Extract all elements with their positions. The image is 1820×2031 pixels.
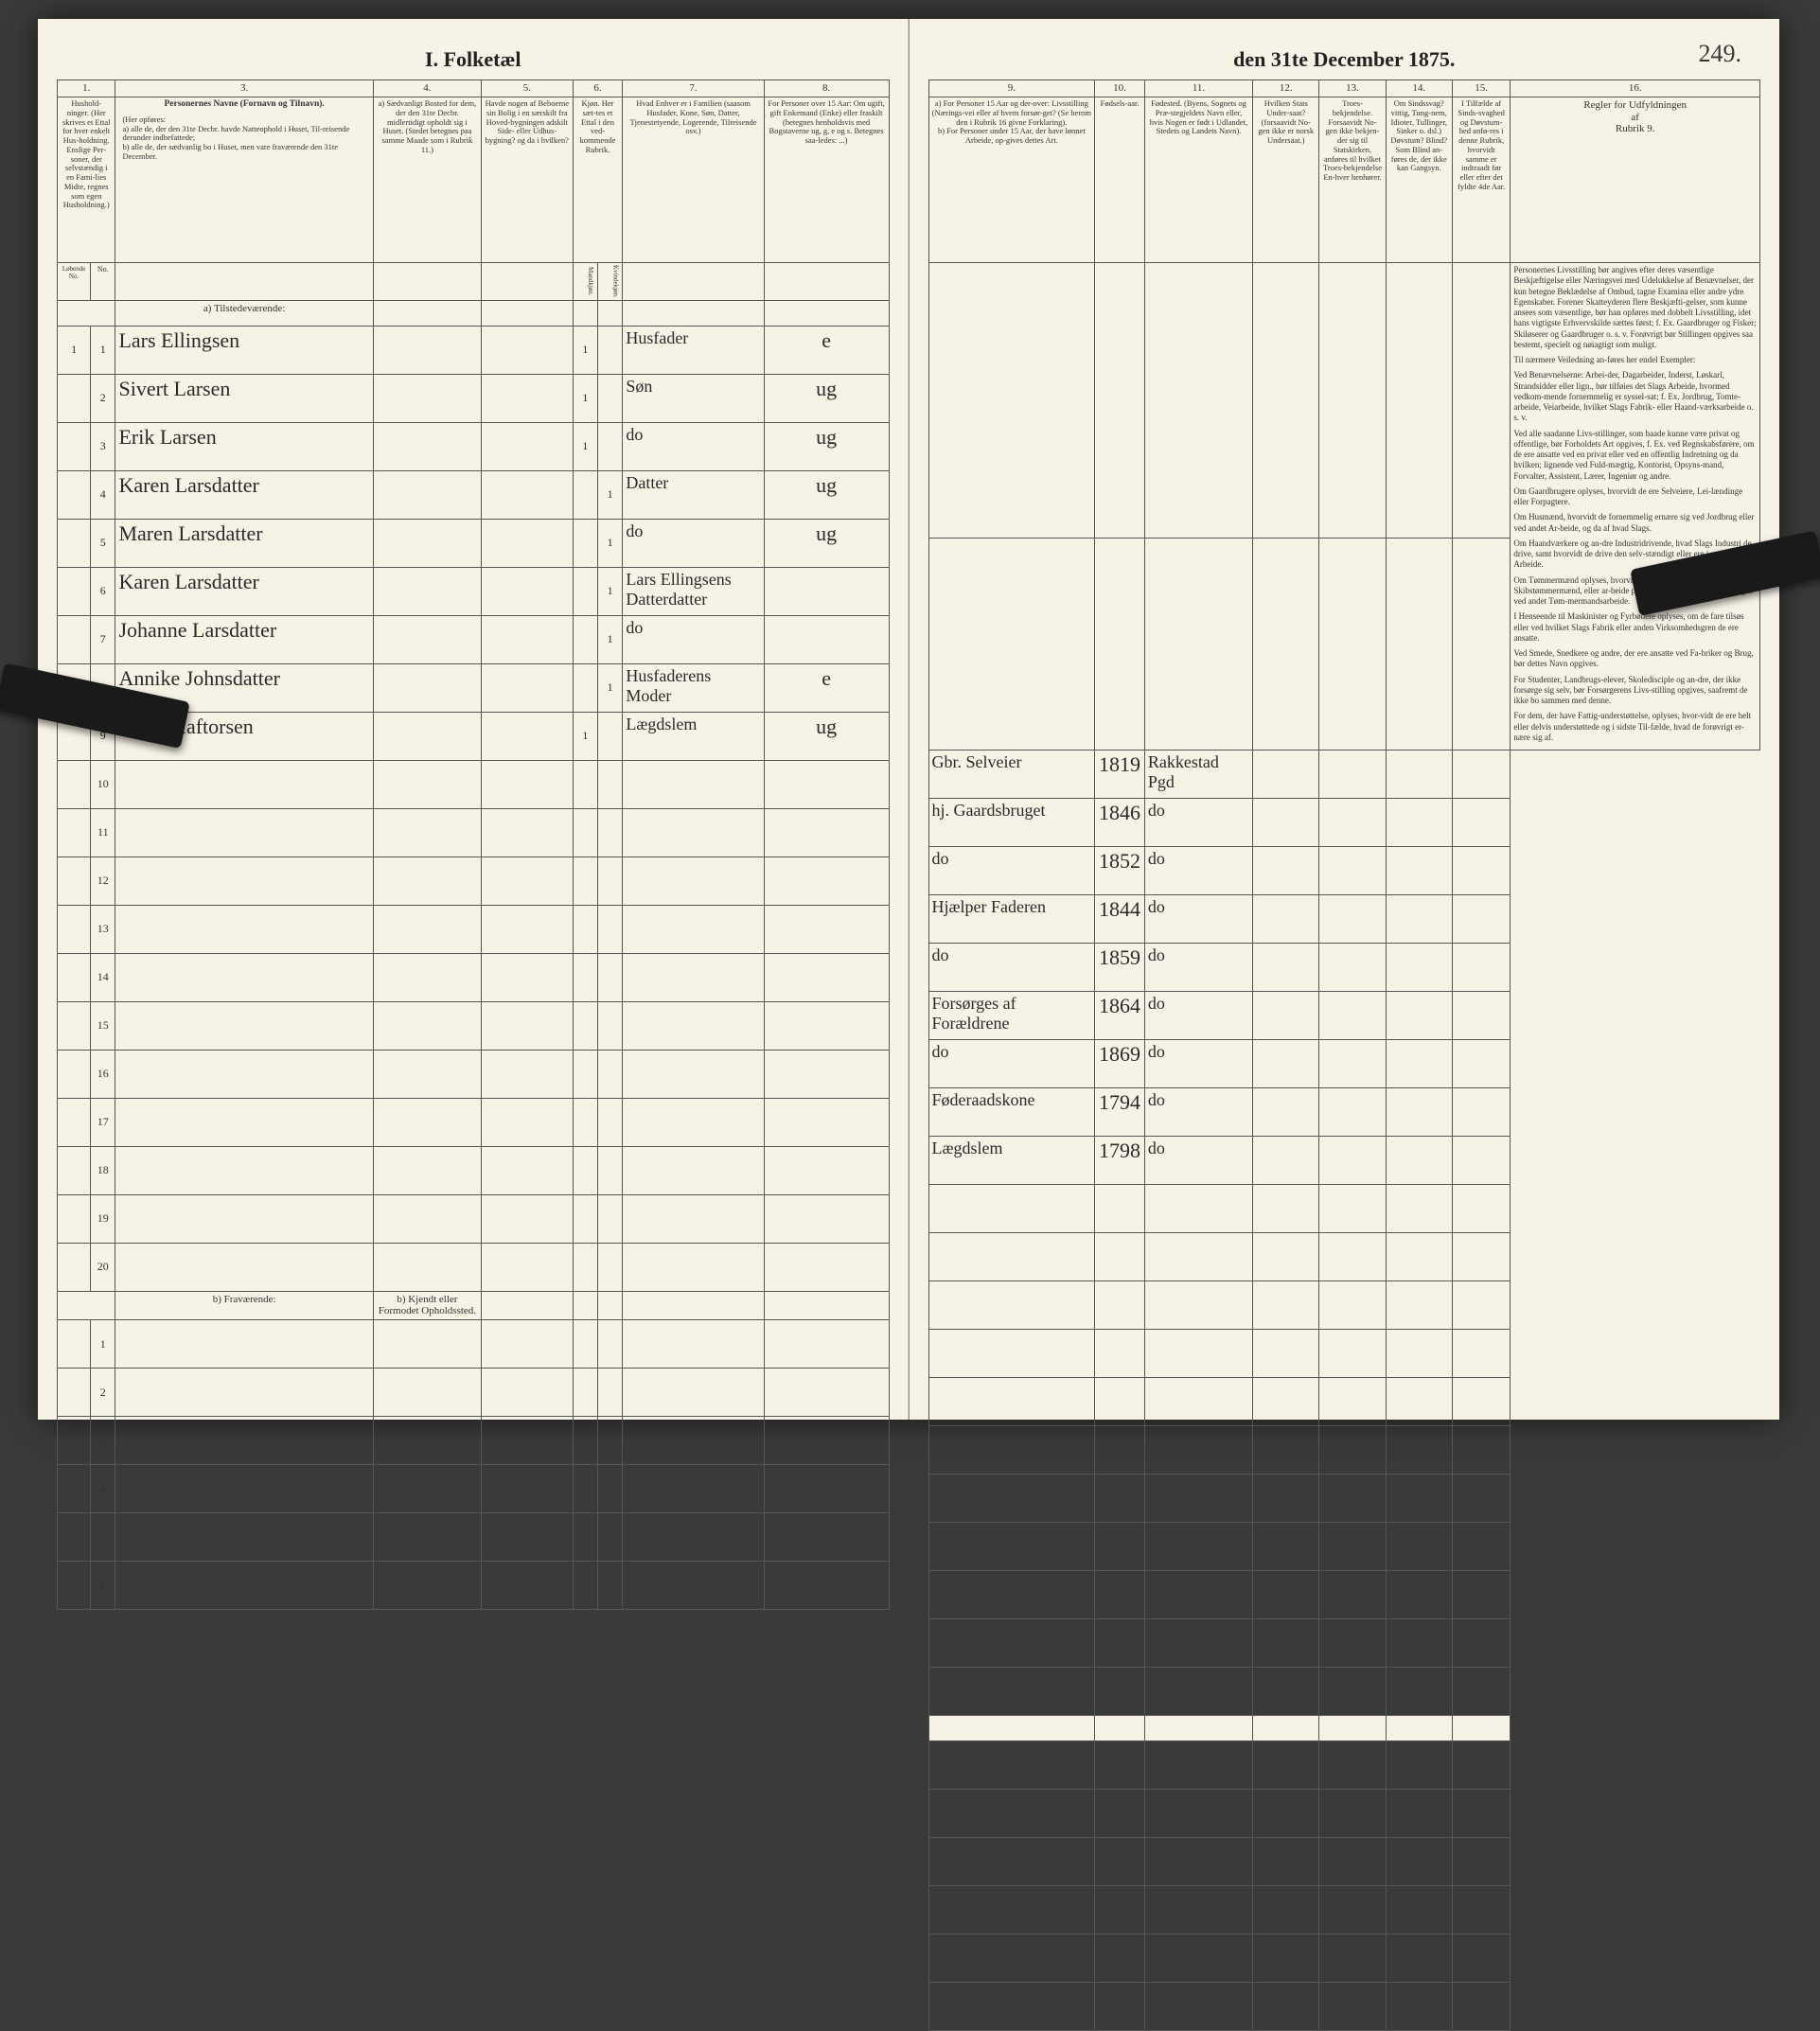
- table-row: 2Sivert Larsen1Sønug: [58, 374, 890, 422]
- table-row: 12: [58, 857, 890, 905]
- table-row: Føderaadskone1794do: [928, 1088, 1760, 1137]
- col-7: 7.: [623, 80, 764, 97]
- table-row: Forsørges af Forældrene1864do: [928, 992, 1760, 1040]
- table-row: do1869do: [928, 1040, 1760, 1088]
- table-row: Hjælper Faderen1844do: [928, 895, 1760, 944]
- table-row: 4: [58, 1465, 890, 1513]
- section-b: b) Fraværende:: [115, 1291, 373, 1319]
- table-row: 15: [58, 1001, 890, 1050]
- table-row: 20: [58, 1243, 890, 1291]
- table-row: [928, 1571, 1760, 1619]
- col-9: 9.: [928, 80, 1095, 97]
- table-row: [928, 1475, 1760, 1523]
- hdr-4: a) Sædvanligt Bosted for dem, der den 31…: [373, 97, 481, 263]
- ledger-table-right: 9. 10. 11. 12. 13. 14. 15. 16. a) For Pe…: [928, 79, 1761, 2031]
- table-row: 13: [58, 905, 890, 953]
- table-row: 7Johanne Larsdatter1do: [58, 615, 890, 663]
- table-row: do1852do: [928, 847, 1760, 895]
- col-11: 11.: [1144, 80, 1252, 97]
- hdr-6a: Mandkjøn.: [573, 263, 597, 301]
- table-row: [928, 1185, 1760, 1233]
- col-8: 8.: [764, 80, 889, 97]
- table-row: 4Karen Larsdatter1Datterug: [58, 470, 890, 519]
- table-row: [928, 1886, 1760, 1934]
- table-row: [928, 1281, 1760, 1330]
- section-b-right: b) Kjendt eller Formodet Opholdssted.: [373, 1291, 481, 1319]
- hdr-13: Troes-bekjendelse. Forsaavidt No-gen ikk…: [1319, 97, 1386, 263]
- col-5: 5.: [482, 80, 574, 97]
- table-row: [928, 1741, 1760, 1790]
- col-13: 13.: [1319, 80, 1386, 97]
- title-right: den 31te December 1875.: [928, 47, 1761, 72]
- table-row: 11: [58, 808, 890, 857]
- table-row: [928, 1838, 1760, 1886]
- table-row: 10: [58, 760, 890, 808]
- table-row: 17: [58, 1098, 890, 1146]
- hdr-10: Fødsels-aar.: [1095, 97, 1145, 263]
- col-14: 14.: [1386, 80, 1452, 97]
- hdr-3: Personernes Navne (Fornavn og Tilnavn). …: [115, 97, 373, 263]
- table-row: 16: [58, 1050, 890, 1098]
- hdr-9: a) For Personer 15 Aar og der-over: Livs…: [928, 97, 1095, 263]
- table-row: 11Lars Ellingsen1Husfadere: [58, 326, 890, 374]
- table-row: [928, 1426, 1760, 1475]
- table-row: 14: [58, 953, 890, 1001]
- table-row: [928, 1233, 1760, 1281]
- table-row: 19: [58, 1194, 890, 1243]
- col-16: 16.: [1511, 80, 1760, 97]
- hdr-2: No.: [91, 263, 115, 301]
- table-row: Lægdslem1798do: [928, 1137, 1760, 1185]
- table-row: [928, 1330, 1760, 1378]
- hdr-14: Om Sindssvag? vittig, Tung-nem, Idioter,…: [1386, 97, 1452, 263]
- hdr-11: Fødested. (Byens, Sognets og Præ-stegjel…: [1144, 97, 1252, 263]
- col-12: 12.: [1253, 80, 1319, 97]
- hdr-16: Regler for Udfyldningen af Rubrik 9.: [1511, 97, 1760, 263]
- table-row: [928, 1619, 1760, 1668]
- hdr-1b: Løbende No.: [58, 263, 91, 301]
- table-row: Gbr. Selveier1819Rakkestad Pgd: [928, 751, 1760, 799]
- table-row: do1859do: [928, 944, 1760, 992]
- section-a: a) Tilstedeværende:: [115, 300, 373, 326]
- title-left: I. Folketæl: [57, 47, 890, 72]
- hdr-1: Hushold- ninger. (Her skrives et Ettal f…: [58, 97, 115, 263]
- col-10: 10.: [1095, 80, 1145, 97]
- table-row: [928, 1790, 1760, 1838]
- col-1: 1.: [58, 80, 115, 97]
- table-row: 6Karen Larsdatter1Lars Ellingsens Datter…: [58, 567, 890, 615]
- table-row: 3: [58, 1417, 890, 1465]
- hdr-6b: Kvindekjøn.: [597, 263, 622, 301]
- table-row: [928, 1934, 1760, 1983]
- table-row: hj. Gaardsbruget1846do: [928, 799, 1760, 847]
- table-row: 2: [58, 1369, 890, 1417]
- col-6: 6.: [573, 80, 623, 97]
- col-3: 3.: [115, 80, 373, 97]
- col-4: 4.: [373, 80, 481, 97]
- hdr-6: Kjøn. Her sæt-tes et Ettal i den ved-kom…: [573, 97, 623, 263]
- table-row: 6: [58, 1562, 890, 1610]
- table-row: [928, 1378, 1760, 1426]
- table-row: [928, 1523, 1760, 1571]
- right-page: den 31te December 1875. 249. 9. 10. 11. …: [910, 19, 1780, 1420]
- table-row: 5: [58, 1513, 890, 1562]
- ledger-book: I. Folketæl 1. 2. 3. 4. 5. 6. 7. 8.: [38, 19, 1779, 1420]
- hdr-3-sub: (Her opføres: a) alle de, der den 31te D…: [118, 115, 369, 162]
- table-row: 18: [58, 1146, 890, 1194]
- table-row: 1: [58, 1320, 890, 1369]
- hdr-12: Hvilken Stats Under-saat? (forsaavidt No…: [1253, 97, 1319, 263]
- table-row: 5Maren Larsdatter1doug: [58, 519, 890, 567]
- rules-text: Personernes Livsstilling bør angives eft…: [1511, 263, 1760, 751]
- book-spine: [908, 19, 910, 1420]
- hdr-8: For Personer over 15 Aar: Om ugift, gift…: [764, 97, 889, 263]
- table-row: 3Erik Larsen1doug: [58, 422, 890, 470]
- ledger-table-left: 1. 2. 3. 4. 5. 6. 7. 8. Hushold- ninger.…: [57, 79, 890, 1610]
- table-row: [928, 1668, 1760, 1716]
- page-number: 249.: [1699, 40, 1742, 68]
- hdr-15: I Tilfælde af Sinds-svaghed og Døvstum-h…: [1452, 97, 1510, 263]
- table-row: [928, 1983, 1760, 2031]
- col-15: 15.: [1452, 80, 1510, 97]
- hdr-5: Havde nogen af Beboerne sin Bolig i en s…: [482, 97, 574, 263]
- hdr-3-title: Personernes Navne (Fornavn og Tilnavn).: [164, 99, 324, 109]
- hdr-7: Hvad Enhver er i Familien (saasom Husfad…: [623, 97, 764, 263]
